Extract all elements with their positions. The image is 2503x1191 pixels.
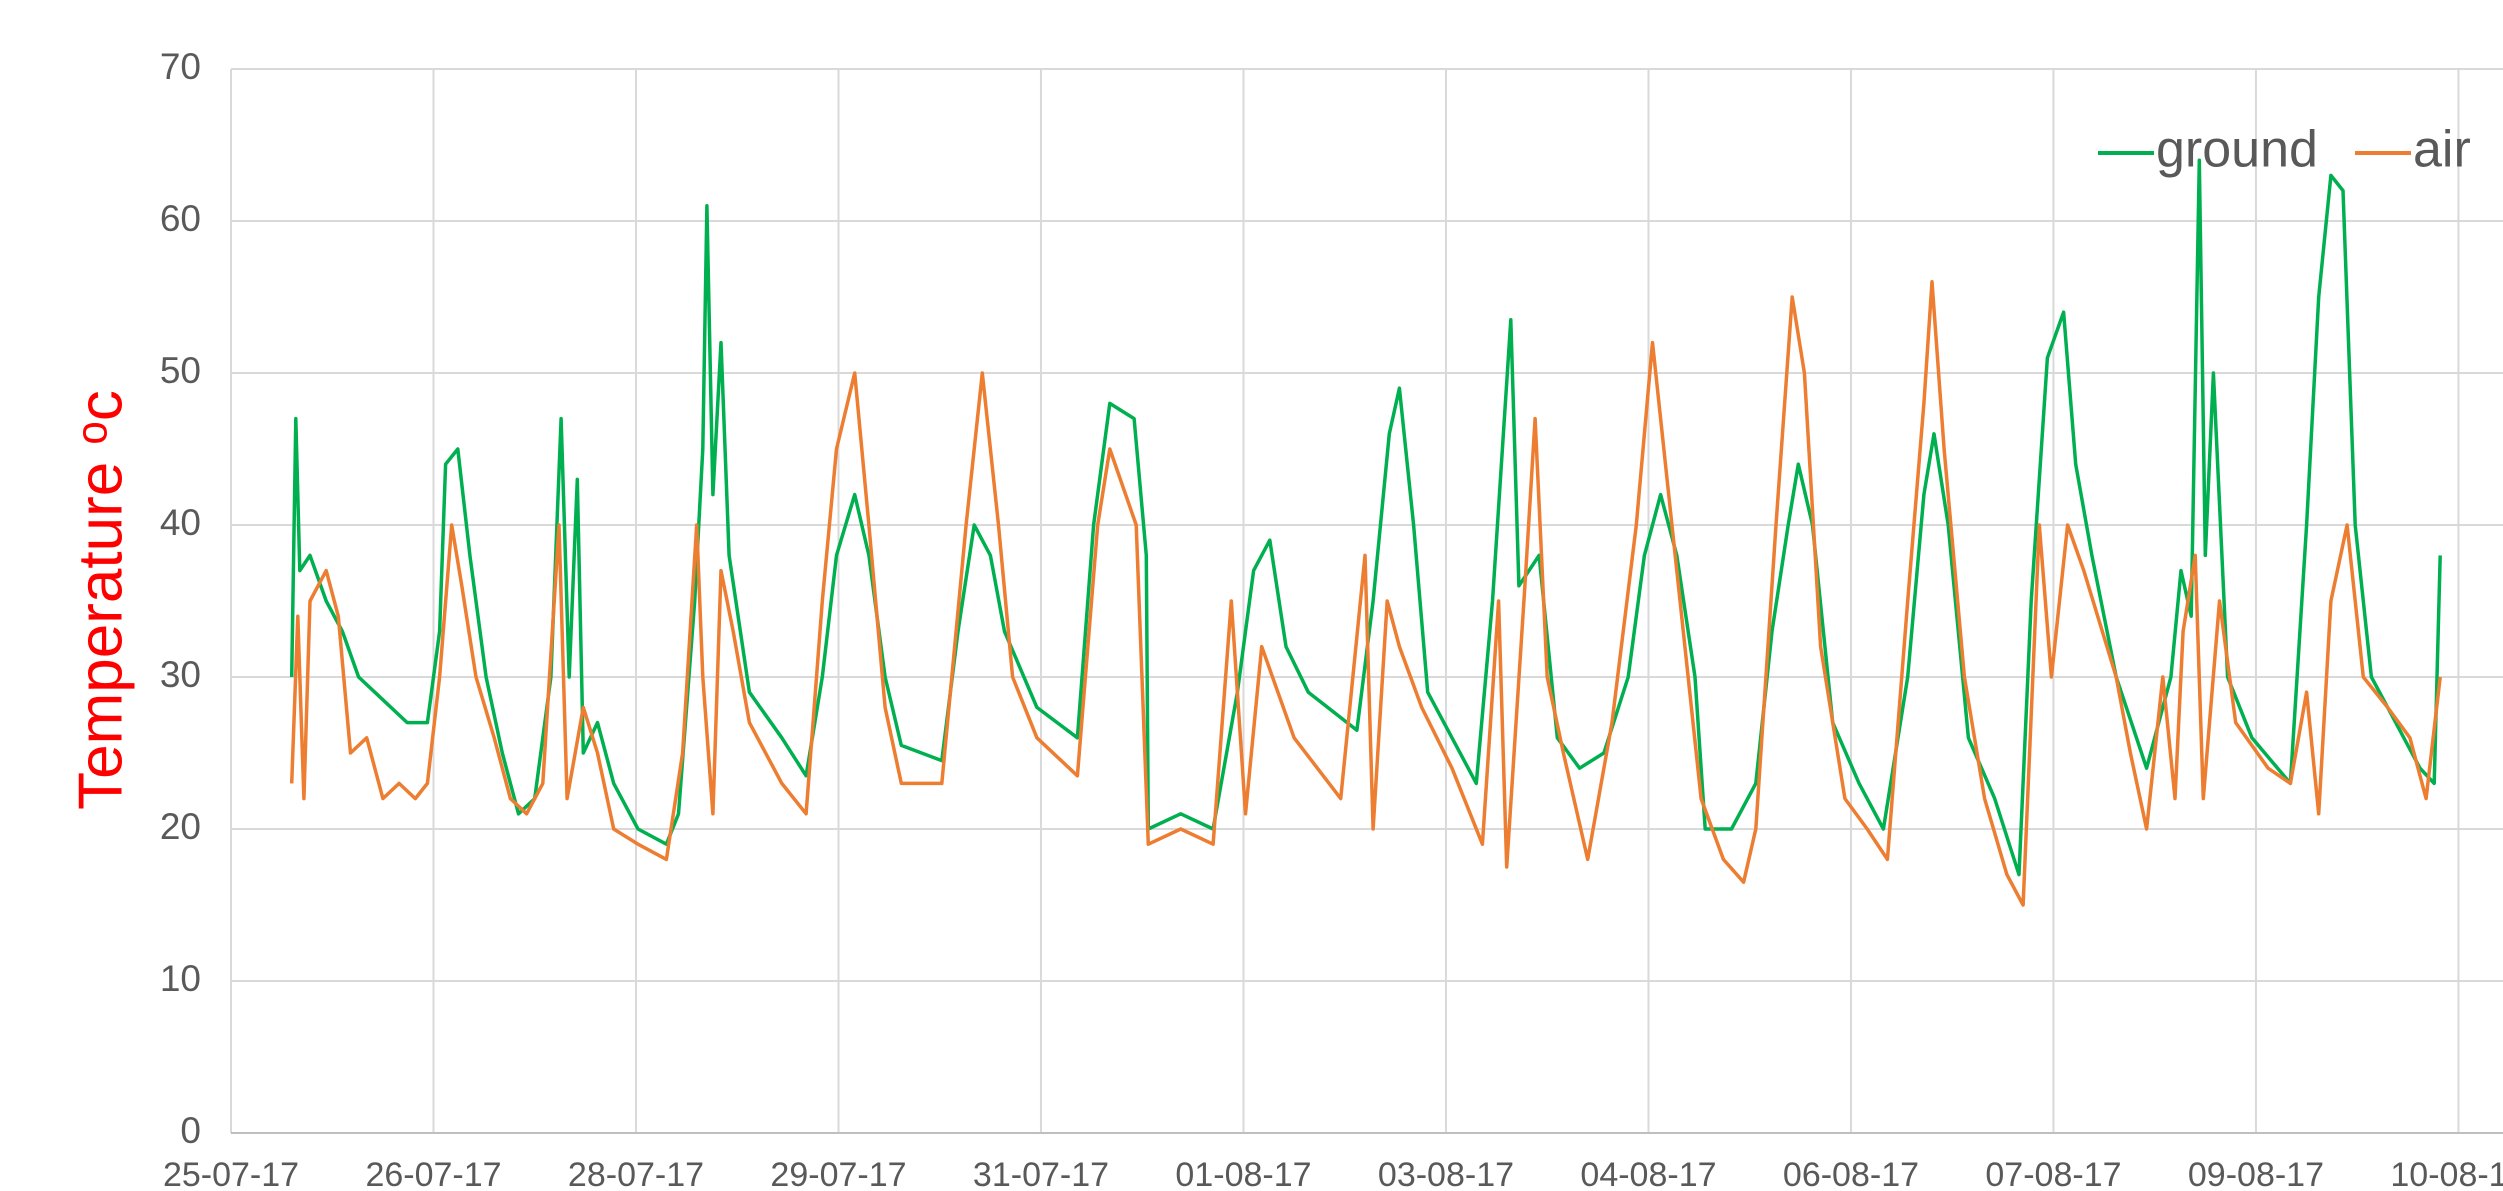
line-series [289,158,2442,877]
y-tick-label: 0 [180,1110,201,1151]
y-axis-label: Temperature ᵒc [66,390,135,810]
x-tick-label: 03-08-17 [1378,1156,1514,1191]
x-tick-label: 07-08-17 [1985,1156,2121,1191]
x-tick-label: 01-08-17 [1175,1156,1311,1191]
x-tick-label: 25-07-17 [163,1156,299,1191]
x-tick-label: 26-07-17 [365,1156,501,1191]
legend-label: ground [2156,121,2318,179]
x-tick-label: 09-08-17 [2188,1156,2324,1191]
y-tick-label: 70 [160,46,201,87]
y-tick-label: 50 [160,350,201,391]
legend-label: air [2413,121,2471,179]
y-tick-label: 40 [160,502,201,543]
y-tick-label: 30 [160,654,201,695]
x-tick-label: 29-07-17 [770,1156,906,1191]
y-tick-label: 60 [160,198,201,239]
line-series [289,280,2442,907]
x-tick-label: 28-07-17 [568,1156,704,1191]
y-tick-label: 20 [160,806,201,847]
y-tick-label: 10 [160,958,201,999]
x-tick-label: 31-07-17 [973,1156,1109,1191]
x-tick-label: 10-08-17 [2390,1156,2503,1191]
x-tick-label: 04-08-17 [1580,1156,1716,1191]
x-tick-label: 06-08-17 [1783,1156,1919,1191]
